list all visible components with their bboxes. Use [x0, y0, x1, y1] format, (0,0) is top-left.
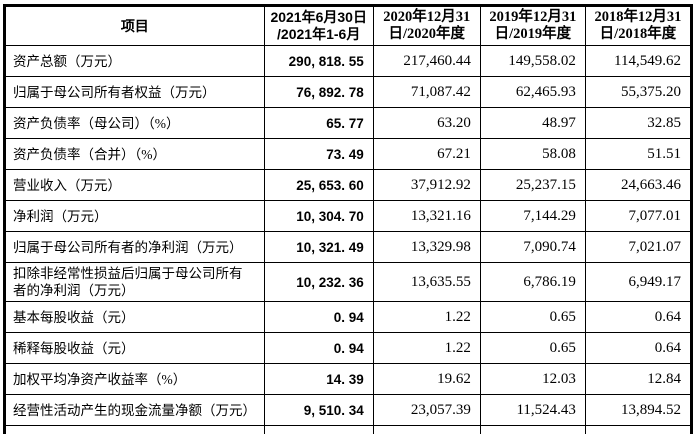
- row-net-profit: 净利润（万元） 10, 304. 70 13,321.16 7,144.29 7…: [4, 200, 693, 232]
- column-header-fy2019: 2019年12月31 日/2019年度: [479, 5, 586, 46]
- value-2018-cell: 55,375.20: [584, 76, 693, 108]
- value-2019-cell: 12.03: [479, 363, 586, 395]
- value-2020-cell: 13,635.55: [372, 262, 481, 302]
- value-2020-cell: 4,708.50: [372, 425, 481, 434]
- row-net-profit-to-parent: 归属于母公司所有者的净利润（万元） 10, 321. 49 13,329.98 …: [4, 231, 693, 263]
- value-2021-cell: 0. 94: [263, 301, 374, 333]
- value-2019-cell: 48.97: [479, 107, 586, 139]
- row-cash-dividend: 现金分红（万元） – 4,708.50 - 3,066.00: [4, 425, 693, 434]
- value-2019-cell: 7,144.29: [479, 200, 586, 232]
- financial-summary-table: 项目 2021年6月30日 /2021年1-6月 2020年12月31 日/20…: [3, 4, 693, 434]
- value-2020-cell: 1.22: [372, 332, 481, 364]
- row-debt-ratio-consolidated: 资产负债率（合并）（%） 73. 49 67.21 58.08 51.51: [4, 138, 693, 170]
- row-label-cell: 现金分红（万元）: [4, 425, 265, 434]
- value-2021-cell: 290, 818. 55: [263, 45, 374, 77]
- value-2019-cell: -: [479, 425, 586, 434]
- row-net-profit-after-nonrecurring: 扣除非经常性损益后归属于母公司所有 者的净利润（万元） 10, 232. 36 …: [4, 262, 693, 302]
- column-header-fy2018: 2018年12月31 日/2018年度: [584, 5, 693, 46]
- table-header-row: 项目 2021年6月30日 /2021年1-6月 2020年12月31 日/20…: [4, 5, 693, 46]
- value-2020-cell: 67.21: [372, 138, 481, 170]
- value-2018-cell: 0.64: [584, 301, 693, 333]
- value-2020-cell: 23,057.39: [372, 394, 481, 426]
- row-operating-cash-flow: 经营性活动产生的现金流量净额（万元） 9, 510. 34 23,057.39 …: [4, 394, 693, 426]
- row-weighted-avg-roe: 加权平均净资产收益率（%） 14. 39 19.62 12.03 12.84: [4, 363, 693, 395]
- value-2018-cell: 7,077.01: [584, 200, 693, 232]
- value-2019-cell: 7,090.74: [479, 231, 586, 263]
- row-parent-equity: 归属于母公司所有者权益（万元） 76, 892. 78 71,087.42 62…: [4, 76, 693, 108]
- value-2019-cell: 58.08: [479, 138, 586, 170]
- value-2019-cell: 6,786.19: [479, 262, 586, 302]
- row-label-cell: 资产总额（万元）: [4, 45, 265, 77]
- row-label-cell: 经营性活动产生的现金流量净额（万元）: [4, 394, 265, 426]
- value-2020-cell: 13,329.98: [372, 231, 481, 263]
- value-2018-cell: 114,549.62: [584, 45, 693, 77]
- value-2018-cell: 12.84: [584, 363, 693, 395]
- value-2021-cell: 10, 304. 70: [263, 200, 374, 232]
- value-2018-cell: 24,663.46: [584, 169, 693, 201]
- value-2020-cell: 13,321.16: [372, 200, 481, 232]
- value-2021-cell: 10, 321. 49: [263, 231, 374, 263]
- value-2020-cell: 1.22: [372, 301, 481, 333]
- column-header-fy2020: 2020年12月31 日/2020年度: [372, 5, 481, 46]
- row-total-assets: 资产总额（万元） 290, 818. 55 217,460.44 149,558…: [4, 45, 693, 77]
- value-2019-cell: 149,558.02: [479, 45, 586, 77]
- value-2021-cell: 14. 39: [263, 363, 374, 395]
- row-label-cell: 营业收入（万元）: [4, 169, 265, 201]
- row-label-cell: 归属于母公司所有者权益（万元）: [4, 76, 265, 108]
- value-2018-cell: 6,949.17: [584, 262, 693, 302]
- value-2019-cell: 0.65: [479, 332, 586, 364]
- value-2020-cell: 37,912.92: [372, 169, 481, 201]
- row-operating-revenue: 营业收入（万元） 25, 653. 60 37,912.92 25,237.15…: [4, 169, 693, 201]
- row-label-cell: 稀释每股收益（元）: [4, 332, 265, 364]
- row-debt-ratio-parent: 资产负债率（母公司）（%） 65. 77 63.20 48.97 32.85: [4, 107, 693, 139]
- value-2021-cell: 76, 892. 78: [263, 76, 374, 108]
- value-2020-cell: 63.20: [372, 107, 481, 139]
- value-2018-cell: 32.85: [584, 107, 693, 139]
- value-2019-cell: 11,524.43: [479, 394, 586, 426]
- value-2021-cell: 0. 94: [263, 332, 374, 364]
- value-2021-cell: 10, 232. 36: [263, 262, 374, 302]
- value-2018-cell: 51.51: [584, 138, 693, 170]
- row-label-cell: 加权平均净资产收益率（%）: [4, 363, 265, 395]
- row-label-cell: 基本每股收益（元）: [4, 301, 265, 333]
- value-2019-cell: 62,465.93: [479, 76, 586, 108]
- row-label-cell: 扣除非经常性损益后归属于母公司所有 者的净利润（万元）: [4, 262, 265, 302]
- row-diluted-eps: 稀释每股收益（元） 0. 94 1.22 0.65 0.64: [4, 332, 693, 364]
- value-2021-cell: 65. 77: [263, 107, 374, 139]
- row-label-cell: 资产负债率（母公司）（%）: [4, 107, 265, 139]
- value-2020-cell: 71,087.42: [372, 76, 481, 108]
- row-label-cell: 净利润（万元）: [4, 200, 265, 232]
- column-header-2021-h1: 2021年6月30日 /2021年1-6月: [263, 5, 374, 46]
- column-header-item: 项目: [4, 5, 265, 46]
- value-2019-cell: 0.65: [479, 301, 586, 333]
- value-2020-cell: 217,460.44: [372, 45, 481, 77]
- row-label-cell: 归属于母公司所有者的净利润（万元）: [4, 231, 265, 263]
- row-label-cell: 资产负债率（合并）（%）: [4, 138, 265, 170]
- value-2020-cell: 19.62: [372, 363, 481, 395]
- value-2018-cell: 13,894.52: [584, 394, 693, 426]
- value-2018-cell: 7,021.07: [584, 231, 693, 263]
- value-2021-cell: –: [263, 425, 374, 434]
- value-2019-cell: 25,237.15: [479, 169, 586, 201]
- row-basic-eps: 基本每股收益（元） 0. 94 1.22 0.65 0.64: [4, 301, 693, 333]
- value-2021-cell: 73. 49: [263, 138, 374, 170]
- value-2018-cell: 3,066.00: [584, 425, 693, 434]
- value-2018-cell: 0.64: [584, 332, 693, 364]
- value-2021-cell: 9, 510. 34: [263, 394, 374, 426]
- value-2021-cell: 25, 653. 60: [263, 169, 374, 201]
